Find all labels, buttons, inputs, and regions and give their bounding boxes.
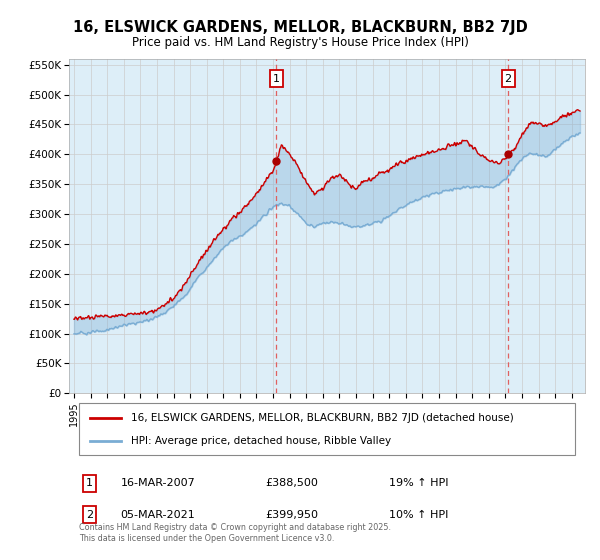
- Bar: [79, 403, 575, 455]
- Text: HPI: Average price, detached house, Ribble Valley: HPI: Average price, detached house, Ribb…: [131, 436, 391, 446]
- Text: 16-MAR-2007: 16-MAR-2007: [121, 478, 196, 488]
- Text: 16, ELSWICK GARDENS, MELLOR, BLACKBURN, BB2 7JD (detached house): 16, ELSWICK GARDENS, MELLOR, BLACKBURN, …: [131, 413, 514, 423]
- Text: 1: 1: [86, 478, 93, 488]
- Text: 1: 1: [273, 73, 280, 83]
- Text: 19% ↑ HPI: 19% ↑ HPI: [389, 478, 448, 488]
- Text: Price paid vs. HM Land Registry's House Price Index (HPI): Price paid vs. HM Land Registry's House …: [131, 36, 469, 49]
- Text: 10% ↑ HPI: 10% ↑ HPI: [389, 510, 448, 520]
- Text: 05-MAR-2021: 05-MAR-2021: [121, 510, 196, 520]
- Text: 2: 2: [86, 510, 93, 520]
- Text: £388,500: £388,500: [265, 478, 318, 488]
- Text: £399,950: £399,950: [265, 510, 318, 520]
- Text: Contains HM Land Registry data © Crown copyright and database right 2025.
This d: Contains HM Land Registry data © Crown c…: [79, 523, 391, 543]
- Text: 16, ELSWICK GARDENS, MELLOR, BLACKBURN, BB2 7JD: 16, ELSWICK GARDENS, MELLOR, BLACKBURN, …: [73, 20, 527, 35]
- Text: 2: 2: [505, 73, 512, 83]
